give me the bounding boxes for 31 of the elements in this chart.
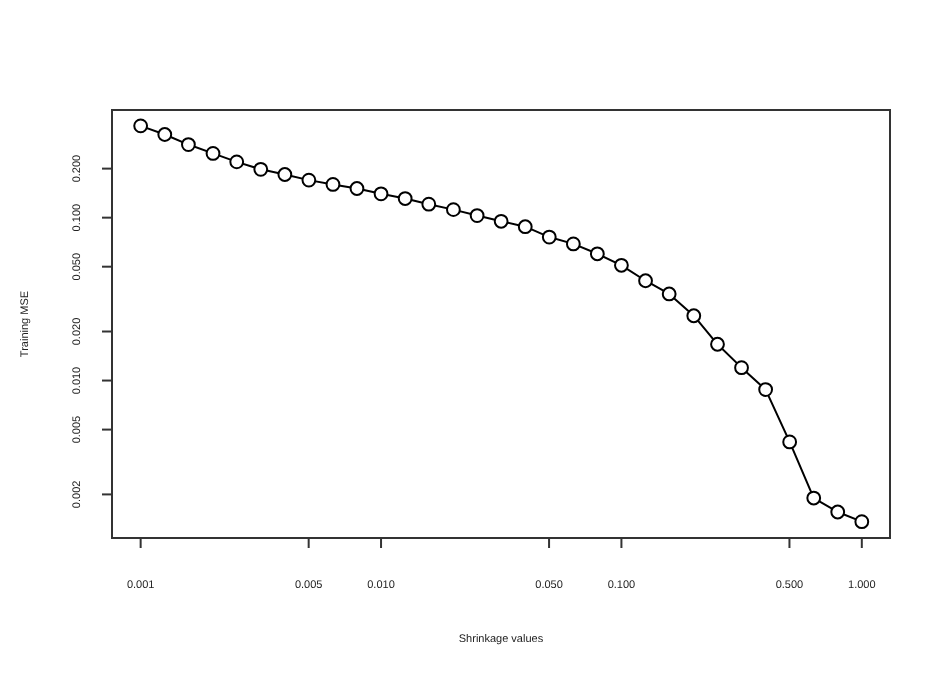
point	[686, 308, 702, 324]
point	[205, 146, 221, 161]
point	[253, 161, 269, 177]
point	[133, 118, 149, 134]
point	[421, 196, 437, 212]
point	[446, 202, 461, 218]
point	[734, 360, 749, 376]
point	[373, 186, 389, 202]
point	[469, 208, 485, 223]
point	[181, 137, 196, 152]
point	[541, 229, 557, 245]
point	[830, 504, 846, 520]
point	[397, 191, 413, 206]
point	[614, 257, 629, 273]
point	[710, 336, 725, 352]
point	[517, 219, 533, 235]
point	[277, 167, 293, 182]
point	[157, 127, 173, 142]
point	[854, 514, 870, 530]
point	[349, 181, 365, 196]
point	[301, 172, 317, 188]
point	[782, 434, 798, 450]
point	[493, 213, 509, 229]
point	[325, 177, 341, 192]
point	[589, 246, 605, 262]
point	[638, 273, 653, 289]
point	[565, 236, 581, 252]
point	[661, 286, 677, 302]
point	[806, 490, 822, 506]
point	[758, 382, 774, 397]
point	[229, 154, 245, 170]
